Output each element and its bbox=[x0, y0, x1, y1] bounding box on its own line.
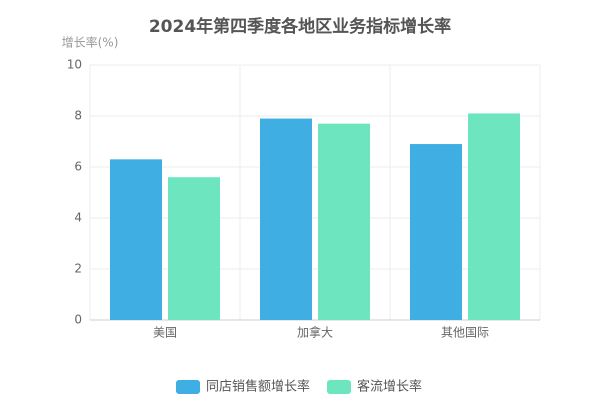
y-axis-label: 增长率(%) bbox=[62, 35, 119, 50]
legend-swatch bbox=[176, 380, 200, 394]
legend-swatch bbox=[327, 380, 351, 394]
chart-title: 2024年第四季度各地区业务指标增长率 bbox=[149, 16, 451, 37]
bar bbox=[410, 144, 462, 320]
y-tick-label: 10 bbox=[67, 58, 82, 72]
legend-label: 客流增长率 bbox=[357, 379, 422, 395]
y-tick-label: 8 bbox=[74, 109, 82, 123]
y-tick-label: 2 bbox=[74, 262, 82, 276]
bar bbox=[468, 113, 520, 320]
bar bbox=[318, 123, 370, 321]
x-tick-label: 美国 bbox=[153, 326, 177, 340]
bar bbox=[168, 177, 220, 320]
bar bbox=[260, 118, 312, 320]
legend-label: 同店销售额增长率 bbox=[206, 379, 310, 395]
x-tick-label: 其他国际 bbox=[441, 326, 489, 340]
bar bbox=[110, 159, 162, 320]
y-tick-label: 4 bbox=[74, 211, 82, 225]
y-tick-label: 6 bbox=[74, 160, 82, 174]
y-tick-label: 0 bbox=[74, 313, 82, 327]
x-tick-label: 加拿大 bbox=[297, 325, 333, 340]
